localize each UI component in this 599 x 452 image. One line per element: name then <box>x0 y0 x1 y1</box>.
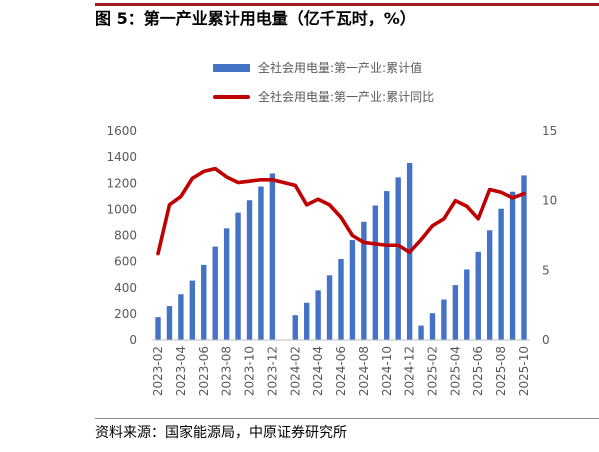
bar-2025-06 <box>475 251 481 340</box>
left-axis-tick-label: 0 <box>129 333 137 347</box>
x-axis-tick-label: 2023-12 <box>265 346 279 396</box>
x-axis-tick-label: 2024-02 <box>288 346 302 396</box>
bar-2024-02 <box>292 315 298 340</box>
bar-2025-09 <box>509 191 516 340</box>
bar-2025-08 <box>498 208 504 340</box>
left-axis-tick-label: 600 <box>114 255 137 269</box>
caption-top-rule <box>95 3 599 6</box>
x-axis-tick-label: 2025-08 <box>494 346 508 396</box>
bar-2023-06 <box>201 264 207 340</box>
bar-2024-06 <box>338 259 344 340</box>
bar-2023-08 <box>223 228 230 340</box>
bar-2025-01 <box>418 325 424 340</box>
x-axis-tick-label: 2025-06 <box>471 346 485 396</box>
left-axis-tick-label: 400 <box>114 281 137 295</box>
x-axis-tick-label: 2025-04 <box>448 346 462 396</box>
x-axis-tick-label: 2023-02 <box>151 346 165 396</box>
legend-bar-label: 全社会用电量:第一产业:累计值 <box>258 61 423 75</box>
right-axis-tick-label: 0 <box>542 333 550 347</box>
bar-2025-05 <box>464 269 470 340</box>
bar-2024-07 <box>349 240 356 340</box>
figure-title: 图 5：第一产业累计用电量（亿千瓦时，%） <box>95 9 416 28</box>
x-axis-tick-label: 2025-10 <box>517 346 531 396</box>
bar-2023-11 <box>258 186 264 340</box>
x-axis-tick-label: 2023-08 <box>220 346 234 396</box>
left-axis-tick-label: 200 <box>114 307 137 321</box>
bar-2024-04 <box>315 290 321 340</box>
x-axis-tick-label: 2023-10 <box>243 346 257 396</box>
right-axis-tick-label: 10 <box>542 194 557 208</box>
right-axis-tick-label: 5 <box>542 263 550 277</box>
legend-line-swatch <box>213 95 250 99</box>
x-axis-tick-label: 2024-10 <box>380 346 394 396</box>
bar-2025-07 <box>486 230 493 340</box>
plot-area: 0 200 400 600 800 1000 1200 1400 1600 0 5 10 15 2023-… <box>106 124 557 396</box>
bar-2024-10 <box>384 191 390 340</box>
bar-2023-03 <box>166 306 173 340</box>
bar-2023-12 <box>269 173 276 340</box>
x-axis-tick-label: 2024-04 <box>311 346 325 396</box>
yoy-series-line <box>156 166 526 256</box>
bar-2024-09 <box>372 205 379 340</box>
bar-2024-08 <box>361 221 367 340</box>
source-divider <box>95 418 599 419</box>
bar-2023-10 <box>246 200 253 340</box>
x-axis-tick-label: 2023-04 <box>174 346 188 396</box>
right-axis-tick-label: 15 <box>542 124 557 138</box>
x-axis-tick-label: 2024-06 <box>334 346 348 396</box>
left-axis-tick-label: 1600 <box>106 124 137 138</box>
bar-2023-09 <box>235 212 241 340</box>
bar-2024-11 <box>395 177 401 340</box>
bar-2023-02 <box>155 317 161 340</box>
bar-2025-03 <box>441 299 447 340</box>
x-axis-tick-label: 2024-12 <box>403 346 417 396</box>
bar-2025-10 <box>521 175 527 340</box>
bar-2025-02 <box>429 313 436 340</box>
source-note: 资料来源：国家能源局，中原证券研究所 <box>95 425 347 441</box>
bar-2023-07 <box>212 246 218 340</box>
x-axis-tick-label: 2025-02 <box>425 346 439 396</box>
left-axis-tick-label: 1400 <box>106 150 137 164</box>
left-axis-tick-label: 1000 <box>106 202 137 216</box>
legend-bar-swatch <box>213 64 250 72</box>
bar-2023-05 <box>189 280 196 340</box>
legend-line-label: 全社会用电量:第一产业:累计同比 <box>258 90 435 104</box>
bar-2024-03 <box>303 302 310 340</box>
bar-2025-04 <box>452 285 459 340</box>
x-axis-tick-label: 2023-06 <box>197 346 211 396</box>
x-axis-tick-label: 2024-08 <box>357 346 371 396</box>
left-axis-tick-label: 1200 <box>106 176 137 190</box>
left-axis-tick-label: 800 <box>114 229 137 243</box>
bar-2023-04 <box>178 294 184 340</box>
bar-2024-05 <box>326 275 333 340</box>
